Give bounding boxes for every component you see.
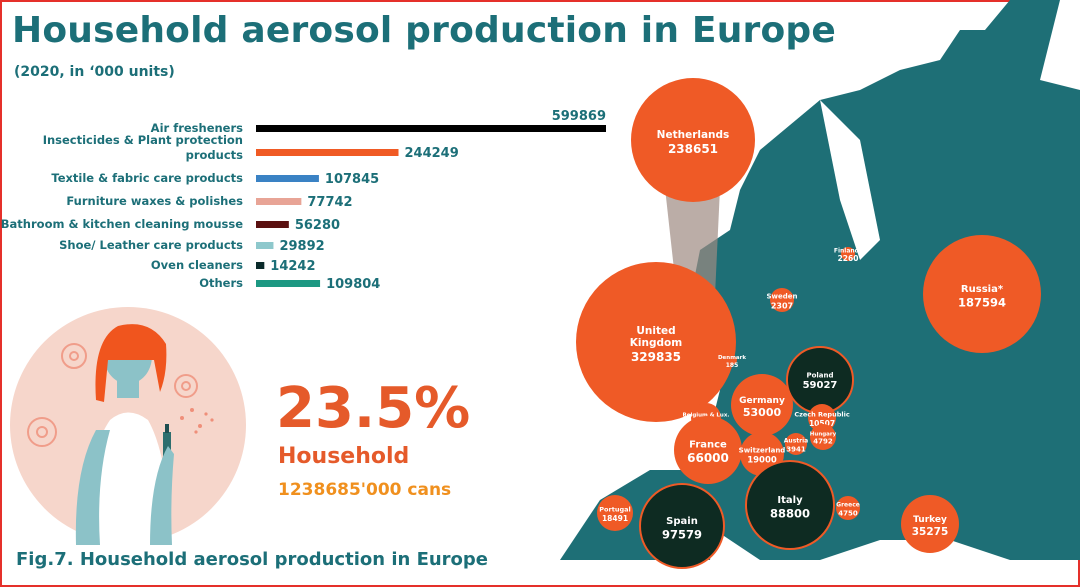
country-bubble <box>745 460 835 550</box>
country-value-label: 329835 <box>631 350 681 364</box>
bar-value-label: 56280 <box>295 218 340 233</box>
bar-category-label: Oven cleaners <box>151 258 243 272</box>
country-value-label: 2260 <box>838 254 859 263</box>
bar <box>256 280 321 287</box>
country-value-label: 19000 <box>747 455 777 465</box>
country-bubble <box>841 247 855 261</box>
bar-category-label: products <box>186 148 244 162</box>
country-name-label: Belgium & Lux. <box>683 412 730 418</box>
country-name-label: Sweden <box>767 293 798 301</box>
country-name-label: Kingdom <box>630 337 682 349</box>
country-value-label: 66000 <box>687 451 729 465</box>
country-name-label: Greece <box>836 502 860 509</box>
country-bubble <box>576 262 736 422</box>
bar-category-label: Shoe/ Leather care products <box>59 238 243 252</box>
country-value-label: 238651 <box>668 142 718 156</box>
bar-category-label: Furniture waxes & polishes <box>66 194 243 208</box>
bar-category-label: Others <box>199 276 243 290</box>
country-bubble <box>597 495 633 531</box>
country-name-label: Austria <box>784 438 808 445</box>
bar <box>256 149 399 156</box>
country-bubble <box>808 404 836 432</box>
bar-value-label: 109804 <box>326 277 380 292</box>
bar-value-label: 107845 <box>325 172 379 187</box>
country-bubble <box>674 416 742 484</box>
page-title: Household aerosol production in Europe <box>12 10 836 51</box>
bar <box>256 242 274 249</box>
country-bubble <box>770 288 794 312</box>
country-bubble <box>639 483 725 569</box>
country-name-label: Italy <box>777 495 803 506</box>
country-name-label: Czech Republic <box>794 411 850 419</box>
household-share-percent: 23.5% <box>276 376 471 441</box>
country-name-label: France <box>689 440 727 451</box>
country-bubble <box>785 433 807 455</box>
country-value-label: 18491 <box>602 514 628 523</box>
bar <box>256 262 265 269</box>
bar-category-label: Bathroom & kitchen cleaning mousse <box>1 217 243 231</box>
country-name-label: Turkey <box>913 515 947 525</box>
country-value-label: 4792 <box>813 438 833 446</box>
bar-chart: Air fresheners 599869 Insecticides & Plant… <box>1 109 606 292</box>
bar-value-label: 244249 <box>405 146 459 161</box>
bar-value-label: 77742 <box>307 195 352 210</box>
country-name-label: Hungary <box>810 431 837 437</box>
bar <box>256 125 606 132</box>
country-bubble <box>731 374 793 436</box>
country-name-label: Germany <box>739 396 785 406</box>
country-name-label: Spain <box>666 516 698 527</box>
country-bubble <box>727 355 737 365</box>
country-value-label: 10507 <box>809 419 835 428</box>
bar <box>256 175 319 182</box>
country-name-label: Portugal <box>599 506 630 514</box>
page-subtitle: (2020, in ‘000 units) <box>14 64 175 80</box>
household-share-label: Household <box>278 444 410 469</box>
country-value-label: 185 <box>726 362 739 369</box>
country-name-label: Netherlands <box>657 129 730 141</box>
country-name-label: Switzerland <box>739 446 786 454</box>
household-total-cans: 1238685'000 cans <box>278 480 452 500</box>
country-value-label: 88800 <box>770 506 810 520</box>
woman-spraying-illustration <box>10 307 246 545</box>
country-value-label: 4750 <box>838 509 858 517</box>
bar-value-label: 29892 <box>279 239 324 254</box>
country-value-label: 2307 <box>771 302 793 311</box>
country-name-label: Finland* <box>834 247 863 254</box>
bar <box>256 221 289 228</box>
country-value-label: 187594 <box>958 295 1006 309</box>
country-bubble <box>810 424 836 450</box>
country-name-label: Poland <box>806 371 833 379</box>
bar <box>256 198 302 205</box>
country-value-label: 53000 <box>743 406 782 419</box>
country-bubble <box>836 496 860 520</box>
country-value-label: 59027 <box>803 380 838 391</box>
country-bubble <box>631 78 755 202</box>
country-name-label: Russia* <box>961 284 1004 295</box>
country-name-label: United <box>636 325 675 337</box>
bar-value-label: 599869 <box>552 109 606 124</box>
country-bubble <box>923 235 1041 353</box>
bar-category-label: Insecticides & Plant protection <box>43 133 243 147</box>
bar-value-label: 14242 <box>270 259 315 274</box>
bar-category-label: Textile & fabric care products <box>51 171 243 185</box>
country-bubble <box>901 495 959 553</box>
country-value-label: 35275 <box>912 526 949 538</box>
country-value-label: 3941 <box>786 445 806 453</box>
bar-category-label: Air fresheners <box>151 121 243 135</box>
figure-caption: Fig.7. Household aerosol production in E… <box>16 549 489 570</box>
country-name-label: Denmark <box>718 355 746 361</box>
country-value-label: 97579 <box>662 527 702 541</box>
